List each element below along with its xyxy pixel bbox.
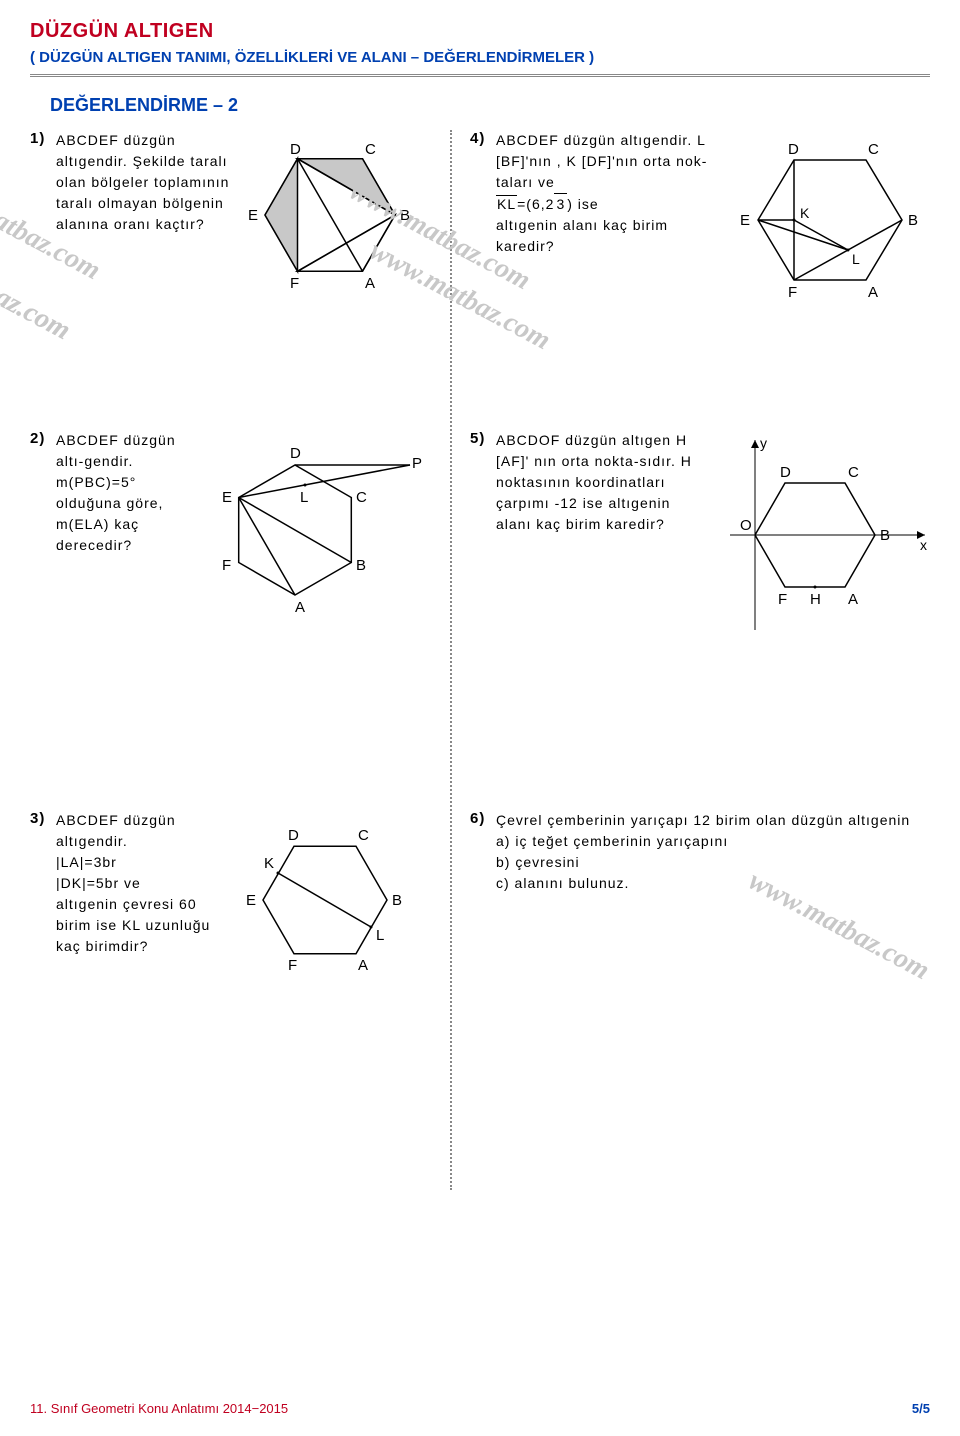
page-title: DÜZGÜN ALTIGEN (30, 20, 930, 43)
q2-number: 2) (30, 430, 56, 447)
svg-text:B: B (356, 557, 366, 574)
question-3: 3) ABCDEF düzgün altıgendir. |LA|=3br |D… (30, 810, 430, 1070)
label-A: A (365, 275, 375, 292)
svg-text:L: L (376, 927, 384, 944)
svg-text:y: y (760, 435, 767, 451)
q6-number: 6) (470, 810, 496, 827)
q6-text: Çevrel çemberinin yarıçapı 12 birim olan… (496, 810, 933, 894)
svg-text:K: K (264, 855, 274, 872)
question-6: 6) Çevrel çemberinin yarıçapı 12 birim o… (470, 810, 940, 1030)
q5-text: ABCDOF düzgün altıgen H [AF]' nın orta n… (496, 430, 694, 535)
svg-text:C: C (868, 141, 879, 158)
q1-number: 1) (30, 130, 56, 147)
svg-text:C: C (358, 827, 369, 844)
svg-text:D: D (288, 827, 299, 844)
content: 1) ABCDEF düzgün altıgendir. Şekilde tar… (30, 130, 930, 1190)
svg-text:x: x (920, 537, 927, 553)
label-E: E (248, 207, 258, 224)
right-column: 4) ABCDEF düzgün altıgendir. L [BF]'nın … (470, 130, 940, 1090)
q2-figure: A B C D E F L P www.matbaz.com (200, 430, 430, 635)
question-2: 2) ABCDEF düzgün altı-gendir. m(PBC)=5° … (30, 430, 430, 710)
svg-text:D: D (780, 464, 791, 481)
label-F: F (290, 275, 299, 292)
svg-text:O: O (740, 517, 752, 534)
footer-right: 5/5 (912, 1401, 930, 1416)
question-5: 5) ABCDOF düzgün altıgen H [AF]' nın ort… (470, 430, 940, 710)
svg-text:E: E (740, 212, 750, 229)
svg-text:A: A (295, 599, 305, 616)
label-B: B (400, 207, 410, 224)
svg-text:A: A (868, 284, 878, 301)
svg-text:D: D (788, 141, 799, 158)
footer: 11. Sınıf Geometri Konu Anlatımı 2014−20… (30, 1401, 930, 1416)
divider-top (30, 74, 930, 77)
svg-text:F: F (788, 284, 797, 301)
svg-text:B: B (908, 212, 918, 229)
svg-text:L: L (852, 251, 860, 267)
svg-text:F: F (778, 591, 787, 608)
q3-text: ABCDEF düzgün altıgendir. |LA|=3br |DK|=… (56, 810, 224, 957)
footer-left: 11. Sınıf Geometri Konu Anlatımı 2014−20… (30, 1401, 288, 1416)
q5-number: 5) (470, 430, 496, 447)
svg-text:H: H (810, 591, 821, 608)
q1-figure: D C B A F E www.matbaz.com (240, 130, 430, 315)
svg-text:C: C (356, 489, 367, 506)
q2-text: ABCDEF düzgün altı-gendir. m(PBC)=5° old… (56, 430, 194, 556)
q3-number: 3) (30, 810, 56, 827)
q1-text: ABCDEF düzgün altıgendir. Şekilde taralı… (56, 130, 234, 235)
svg-text:A: A (358, 957, 368, 974)
label-D: D (290, 141, 301, 158)
question-4: 4) ABCDEF düzgün altıgendir. L [BF]'nın … (470, 130, 940, 350)
svg-text:D: D (290, 445, 301, 462)
svg-text:E: E (246, 892, 256, 909)
svg-text:F: F (288, 957, 297, 974)
left-column: 1) ABCDEF düzgün altıgendir. Şekilde tar… (30, 130, 430, 1130)
q4-number: 4) (470, 130, 496, 147)
vertical-divider (450, 130, 452, 1190)
q5-figure: D C B A F O H x y www.matbaz.com (700, 430, 940, 645)
label-C: C (365, 141, 376, 158)
svg-text:L: L (300, 489, 308, 506)
svg-text:E: E (222, 489, 232, 506)
svg-text:A: A (848, 591, 858, 608)
q4-text: ABCDEF düzgün altıgendir. L [BF]'nın , K… (496, 130, 724, 257)
svg-text:B: B (392, 892, 402, 909)
page-subtitle: ( DÜZGÜN ALTIGEN TANIMI, ÖZELLİKLERİ VE … (30, 49, 930, 66)
q3-figure: D C B A F E K L www.matbaz.com (230, 810, 430, 1005)
q4-figure: D C B A F E K L www.matbaz.com (730, 130, 940, 315)
svg-text:B: B (880, 527, 890, 544)
svg-text:C: C (848, 464, 859, 481)
section-title: DEĞERLENDİRME – 2 (50, 95, 930, 116)
svg-text:P: P (412, 455, 422, 472)
question-1: 1) ABCDEF düzgün altıgendir. Şekilde tar… (30, 130, 430, 350)
svg-text:K: K (800, 205, 810, 221)
svg-text:F: F (222, 557, 231, 574)
